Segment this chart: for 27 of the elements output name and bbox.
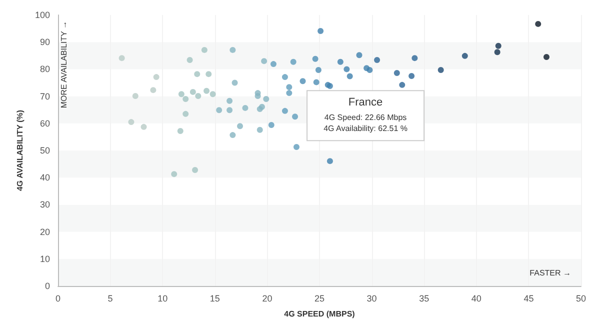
x-tick-label: 20 [262, 294, 272, 304]
x-tick-label: 40 [471, 294, 482, 304]
y-tick-label: 70 [40, 91, 50, 102]
x-axis-title: 4G SPEED (MBPS) [284, 310, 356, 318]
x-tick-label: 10 [158, 294, 168, 304]
y-tick-label: 60 [40, 118, 50, 128]
x-tick-label: 25 [314, 294, 325, 304]
y-tick-label: 90 [40, 37, 50, 48]
annotation: MORE AVAILABILITY → [60, 21, 68, 108]
y-tick-label: 80 [40, 64, 50, 74]
x-tick-label: 45 [524, 294, 534, 304]
x-tick-label: 30 [366, 294, 377, 304]
x-tick-label: 0 [55, 294, 61, 304]
y-tick-label: 20 [40, 226, 50, 237]
y-tick-label: 40 [40, 172, 50, 183]
x-tick-label: 35 [419, 294, 430, 304]
annotation: France 4G Speed: 22.66 Mbps 4G Availability: 62.51 % [324, 96, 408, 134]
y-tick-label: 50 [40, 146, 50, 156]
y-tick-label: 0 [44, 281, 50, 291]
y-tick-label: 10 [40, 254, 50, 264]
y-axis-title: 4G AVAILABILITY (%) [16, 110, 25, 192]
y-tick-label: 30 [40, 200, 50, 210]
x-tick-label: 50 [576, 294, 586, 304]
x-tick-label: 5 [108, 294, 113, 304]
y-tick-label: 100 [34, 10, 50, 20]
annotation: FASTER → [530, 268, 571, 278]
x-tick-label: 15 [210, 294, 220, 304]
